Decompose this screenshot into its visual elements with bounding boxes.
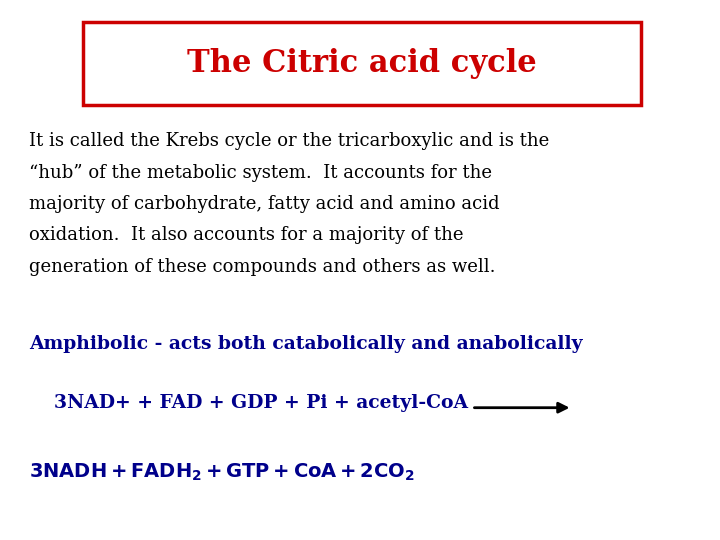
FancyBboxPatch shape — [83, 22, 641, 105]
Text: The Citric acid cycle: The Citric acid cycle — [187, 48, 536, 79]
Text: 3NAD+ + FAD + GDP + Pi + acetyl-CoA: 3NAD+ + FAD + GDP + Pi + acetyl-CoA — [54, 394, 468, 412]
Text: It is called the Krebs cycle or the tricarboxylic and is the: It is called the Krebs cycle or the tric… — [29, 132, 549, 150]
Text: majority of carbohydrate, fatty acid and amino acid: majority of carbohydrate, fatty acid and… — [29, 195, 500, 213]
Text: “hub” of the metabolic system.  It accounts for the: “hub” of the metabolic system. It accoun… — [29, 164, 492, 181]
Text: Amphibolic - acts both catabolically and anabolically: Amphibolic - acts both catabolically and… — [29, 335, 582, 353]
Text: $\mathbf{3NADH + FADH_2 + GTP + CoA + 2CO_2}$: $\mathbf{3NADH + FADH_2 + GTP + CoA + 2C… — [29, 462, 415, 483]
Text: generation of these compounds and others as well.: generation of these compounds and others… — [29, 258, 495, 275]
Text: oxidation.  It also accounts for a majority of the: oxidation. It also accounts for a majori… — [29, 226, 463, 244]
